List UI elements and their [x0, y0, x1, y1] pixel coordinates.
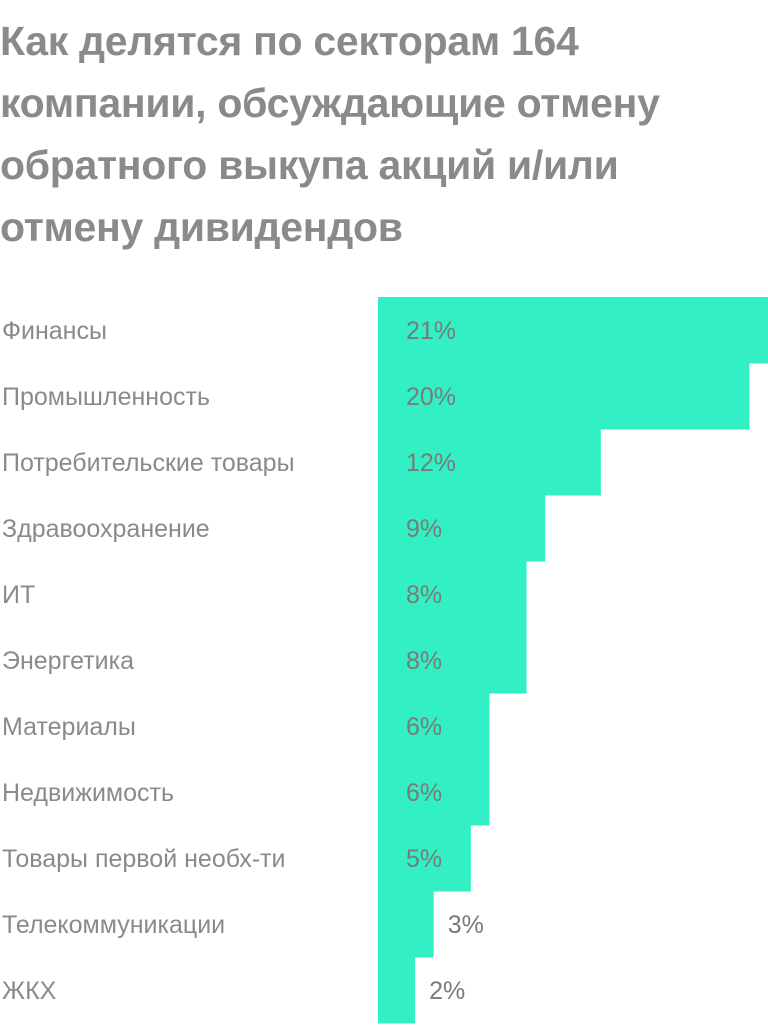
value-label: 3%: [448, 911, 484, 939]
category-label: Здравоохранение: [2, 515, 210, 543]
value-label: 8%: [406, 581, 442, 609]
category-label: Энергетика: [2, 647, 134, 675]
value-labels: 21% 20% 12% 9% 8% 8% 6% 6% 5% 3% 2%: [406, 317, 484, 1005]
category-label: Недвижимость: [2, 779, 174, 807]
category-label: Финансы: [2, 317, 107, 345]
value-label: 21%: [406, 317, 456, 345]
value-label: 12%: [406, 449, 456, 477]
bar-6: [378, 627, 527, 694]
category-label: Потребительские товары: [2, 449, 295, 477]
bar-11: [378, 957, 416, 1024]
value-label: 5%: [406, 845, 442, 873]
category-label: Промышленность: [2, 383, 210, 411]
category-label: ИТ: [2, 581, 35, 609]
category-label: Телекоммуникации: [2, 911, 225, 939]
chart-title: Как делятся по секторам 164 компании, об…: [0, 18, 660, 250]
bar-2: [378, 363, 750, 430]
value-label: 9%: [406, 515, 442, 543]
bars-group: [378, 297, 768, 1024]
value-label: 8%: [406, 647, 442, 675]
value-label: 20%: [406, 383, 456, 411]
bar-4: [378, 495, 546, 562]
bar-8: [378, 759, 490, 826]
category-label: Товары первой необх-ти: [2, 845, 285, 873]
bar-7: [378, 693, 490, 760]
value-label: 6%: [406, 779, 442, 807]
bar-9: [378, 825, 471, 892]
value-label: 2%: [429, 977, 465, 1005]
bar-3: [378, 429, 601, 496]
bar-5: [378, 561, 527, 628]
bar-1: [378, 297, 768, 364]
bar-10: [378, 891, 434, 958]
category-label: Материалы: [2, 713, 136, 741]
value-label: 6%: [406, 713, 442, 741]
category-labels: Финансы Промышленность Потребительские тов…: [2, 317, 295, 1005]
category-label: ЖКХ: [2, 977, 57, 1005]
